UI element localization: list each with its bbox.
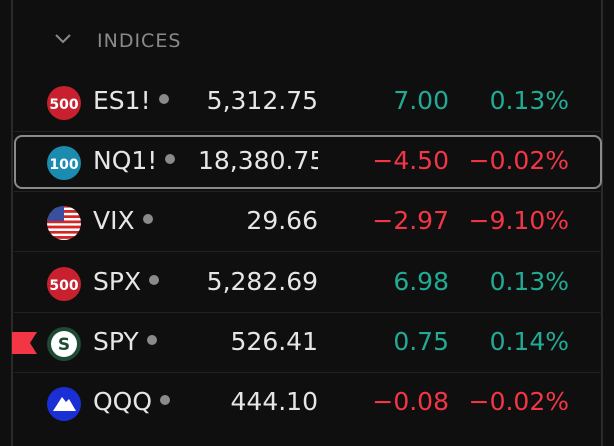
- symbol-icon: 500: [47, 86, 81, 120]
- change-percent: 0.13%: [489, 86, 569, 115]
- symbol-text: SPY: [93, 326, 139, 356]
- status-dot: [165, 154, 176, 165]
- symbol[interactable]: QQQ: [93, 387, 171, 416]
- symbol-icon: 500: [47, 266, 81, 301]
- change: 7.00: [393, 86, 449, 115]
- watchlist-row[interactable]: VIX 29.66 −2.97 −9.10%: [0, 192, 614, 253]
- symbol-icon: S: [47, 326, 81, 361]
- symbol-icon: [47, 206, 81, 241]
- section-title[interactable]: INDICES: [97, 30, 182, 52]
- status-dot: [146, 334, 157, 345]
- last-price: 5,282.69: [206, 266, 318, 296]
- last-price: 18,380.75: [198, 146, 318, 176]
- change: −2.97: [372, 206, 449, 236]
- status-dot: [142, 214, 153, 225]
- status-dot: [149, 274, 160, 285]
- status-dot: [160, 395, 171, 405]
- symbol[interactable]: VIX: [93, 206, 153, 235]
- symbol[interactable]: SPY: [93, 327, 157, 356]
- row-separator: [14, 191, 602, 193]
- change-percent: −0.02%: [468, 146, 569, 176]
- change-percent: −9.10%: [468, 206, 569, 236]
- symbol[interactable]: SPX: [93, 266, 160, 296]
- last-price: 526.41: [230, 326, 318, 356]
- last-price: 5,312.75: [206, 86, 318, 115]
- change-percent: 0.14%: [489, 326, 569, 356]
- symbol-text: NQ1!: [93, 146, 158, 176]
- row-separator: [14, 311, 602, 313]
- icon-label: 100: [49, 157, 78, 173]
- panel: [11, 0, 603, 446]
- icon-label: 500: [49, 97, 78, 113]
- flag-marker[interactable]: [12, 331, 38, 354]
- watchlist-row[interactable]: QQQ 444.10 −0.08 −0.02%: [0, 373, 614, 433]
- change: 6.98: [393, 266, 449, 296]
- change: 0.75: [393, 326, 449, 356]
- change-percent: 0.13%: [489, 266, 569, 296]
- watchlist-row[interactable]: S SPY 526.41 0.75 0.14%: [0, 313, 614, 373]
- row-separator: [14, 251, 602, 253]
- symbol-text: VIX: [93, 206, 135, 236]
- change: −4.50: [372, 146, 449, 176]
- selection-outline: [14, 135, 602, 190]
- row-separator: [14, 131, 602, 132]
- symbol-text: SPX: [93, 266, 142, 296]
- last-price: 29.66: [246, 206, 318, 236]
- status-dot: [158, 94, 169, 104]
- watchlist-row[interactable]: 500 SPX 5,282.69 6.98 0.13%: [0, 253, 614, 313]
- icon-label: S: [58, 335, 70, 355]
- symbol[interactable]: NQ1!: [93, 146, 176, 176]
- watchlist-row[interactable]: 500 ES1! 5,312.75 7.00 0.13%: [0, 72, 614, 132]
- change: −0.08: [372, 387, 449, 416]
- row-separator: [14, 371, 602, 373]
- watchlist-row[interactable]: 100 NQ1! 18,380.75 −4.50 −0.02%: [0, 132, 614, 193]
- last-price: 444.10: [230, 387, 318, 416]
- icon-label: 500: [49, 278, 78, 294]
- symbol-text: ES1!: [93, 86, 151, 115]
- collapse-chevron[interactable]: [54, 33, 72, 45]
- symbol-icon: [47, 387, 81, 421]
- symbol-icon: 100: [47, 146, 81, 181]
- symbol[interactable]: ES1!: [93, 86, 169, 115]
- change-percent: −0.02%: [468, 387, 569, 416]
- symbol-text: QQQ: [93, 387, 153, 416]
